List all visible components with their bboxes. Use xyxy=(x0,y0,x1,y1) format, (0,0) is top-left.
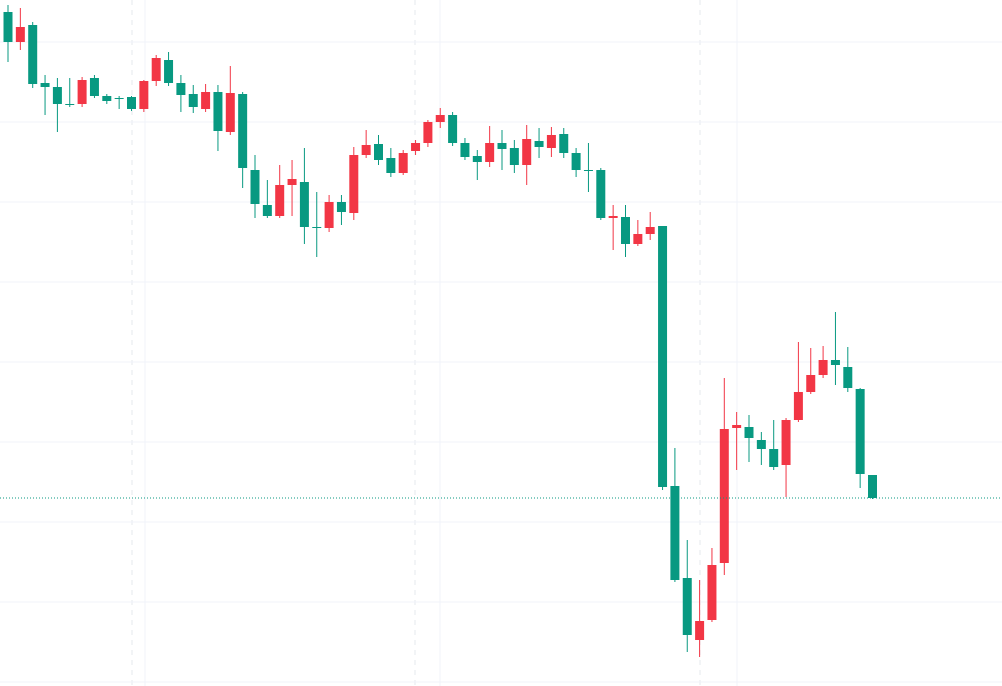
vertical-grid xyxy=(131,0,738,686)
candle-body xyxy=(546,135,556,148)
candle-body xyxy=(769,449,779,467)
candle-body xyxy=(386,158,396,173)
candle-body xyxy=(287,179,297,185)
candle-body xyxy=(534,141,544,147)
candle-body xyxy=(312,227,322,228)
candle-body xyxy=(806,375,816,392)
candle-body xyxy=(855,389,865,474)
candle-body xyxy=(28,25,38,84)
candle-body xyxy=(139,81,149,109)
candle-body xyxy=(299,182,309,227)
candle-body xyxy=(176,83,186,95)
candle-body xyxy=(695,621,705,640)
candle-body xyxy=(868,475,877,498)
candle-body xyxy=(670,486,680,580)
candle-body xyxy=(793,392,803,420)
candle-body xyxy=(151,58,161,81)
candle-body xyxy=(52,87,62,104)
candle-body xyxy=(65,104,75,105)
candle-body xyxy=(843,367,853,388)
candle-body xyxy=(164,60,174,83)
candle-body xyxy=(114,98,124,99)
candle-body xyxy=(262,205,272,216)
candle-body xyxy=(818,360,828,375)
candle-body xyxy=(349,155,359,213)
candle-body xyxy=(633,234,643,244)
candle-body xyxy=(361,145,371,155)
candle-body xyxy=(398,153,408,173)
candle-body xyxy=(509,148,519,165)
candle-body xyxy=(707,565,717,620)
candle-body xyxy=(411,143,421,151)
candle-body xyxy=(40,83,50,87)
candle-body xyxy=(448,115,458,143)
candle-body xyxy=(522,139,532,165)
candle-body xyxy=(583,170,593,171)
candle-body xyxy=(645,227,655,234)
candle-body xyxy=(621,217,630,244)
candle-body xyxy=(830,360,840,365)
candle-body xyxy=(460,143,470,157)
candle-body xyxy=(682,578,692,635)
candle-body xyxy=(781,420,791,465)
candle-body xyxy=(658,226,668,487)
candle-body xyxy=(732,425,742,428)
candle-body xyxy=(77,80,87,104)
candle-body xyxy=(225,93,235,132)
candle-body xyxy=(472,156,482,162)
candle-body xyxy=(213,92,223,131)
candle-body xyxy=(250,170,260,204)
candle-body xyxy=(608,216,618,218)
candle-body xyxy=(596,170,606,218)
candle-body xyxy=(497,143,507,149)
candle-body xyxy=(719,429,729,563)
candle-body xyxy=(275,185,285,216)
candle-body xyxy=(127,97,136,109)
candle-body xyxy=(15,27,25,42)
candle-body xyxy=(238,94,248,168)
candle-body xyxy=(102,96,112,101)
candle-body xyxy=(485,143,495,162)
candle-body xyxy=(744,427,754,438)
candle-body xyxy=(435,115,445,122)
candle-body xyxy=(336,202,346,212)
candle-body xyxy=(89,78,99,96)
candle-body xyxy=(3,12,13,42)
candle-body xyxy=(571,153,581,170)
candle-body xyxy=(374,144,383,160)
candle-body xyxy=(201,92,211,109)
candle-body xyxy=(423,122,433,143)
candle-body xyxy=(559,134,569,153)
candle-body xyxy=(324,202,334,228)
candle-body xyxy=(756,440,766,449)
candle-body xyxy=(188,94,198,107)
